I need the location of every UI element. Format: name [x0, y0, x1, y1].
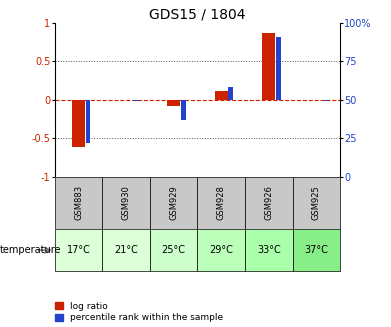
Text: GSM883: GSM883: [74, 185, 83, 220]
Bar: [245, 177, 292, 229]
Bar: [292, 177, 340, 229]
Bar: [133, 100, 138, 101]
Text: 37°C: 37°C: [305, 245, 328, 255]
Bar: [102, 177, 150, 229]
Bar: [167, 100, 180, 106]
Text: GSM929: GSM929: [169, 185, 178, 220]
Text: 21°C: 21°C: [114, 245, 138, 255]
Bar: [323, 100, 328, 101]
Bar: [276, 38, 281, 100]
Bar: [150, 229, 197, 271]
Title: GDS15 / 1804: GDS15 / 1804: [149, 8, 246, 22]
Legend: log ratio, percentile rank within the sample: log ratio, percentile rank within the sa…: [56, 302, 223, 322]
Bar: [262, 33, 276, 100]
Bar: [197, 229, 245, 271]
Bar: [72, 100, 85, 147]
Bar: [55, 177, 102, 229]
Bar: [86, 100, 90, 143]
Text: 29°C: 29°C: [209, 245, 233, 255]
Bar: [150, 177, 197, 229]
Text: 25°C: 25°C: [161, 245, 186, 255]
Text: GSM930: GSM930: [122, 185, 131, 220]
Bar: [292, 229, 340, 271]
Text: GSM926: GSM926: [264, 185, 273, 220]
Bar: [102, 229, 150, 271]
Bar: [245, 229, 292, 271]
Bar: [215, 91, 228, 100]
Text: GSM928: GSM928: [217, 185, 226, 220]
Bar: [197, 177, 245, 229]
Text: 17°C: 17°C: [66, 245, 90, 255]
Text: GSM925: GSM925: [312, 185, 321, 220]
Bar: [181, 100, 186, 120]
Text: 33°C: 33°C: [257, 245, 281, 255]
Bar: [55, 229, 102, 271]
Text: temperature: temperature: [0, 245, 61, 255]
Bar: [228, 87, 233, 100]
